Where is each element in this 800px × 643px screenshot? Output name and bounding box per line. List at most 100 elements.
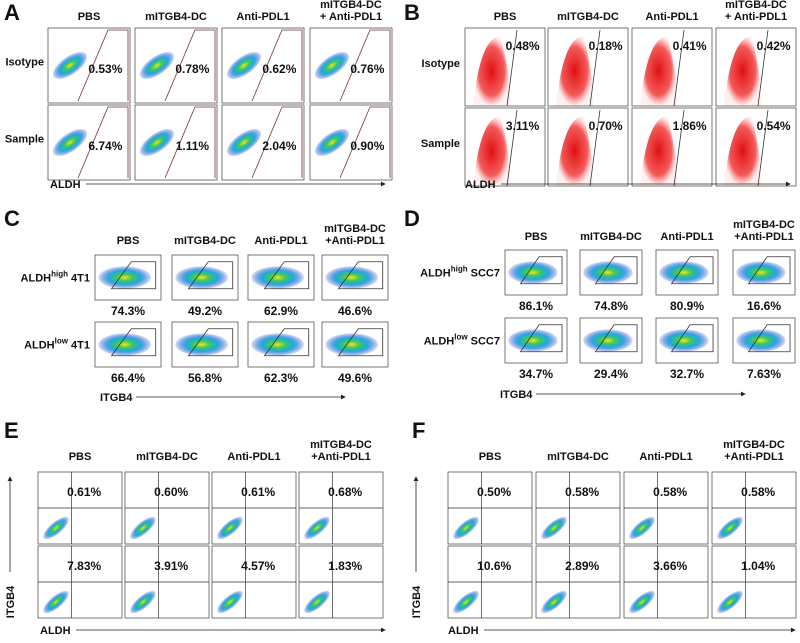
cell-cloud: [717, 590, 743, 614]
value-label: 0.78%: [175, 62, 209, 76]
column-header: PBS: [479, 451, 502, 463]
column-header: mITGB4-DC: [580, 231, 642, 243]
cell-cloud: [251, 266, 305, 289]
column-header: PBS: [69, 451, 92, 463]
x-axis-label: ALDH: [50, 179, 81, 191]
panel-letter: D: [404, 206, 420, 231]
panel-letter: B: [404, 0, 420, 25]
cell-cloud: [640, 116, 677, 186]
value-label: 0.54%: [757, 119, 791, 133]
gate: [187, 328, 234, 357]
gate: [757, 109, 769, 187]
value-label: 10.6%: [477, 559, 511, 573]
column-header: Anti-PDL1: [227, 451, 280, 463]
cell-cloud: [217, 590, 243, 614]
row-label-text: ALDH: [21, 273, 52, 285]
gate: [506, 109, 518, 187]
column-header: Anti-PDL1: [236, 11, 289, 23]
panel-letter: F: [412, 418, 425, 443]
cell-cloud: [508, 261, 558, 284]
value-label: 86.1%: [519, 299, 553, 313]
value-label: 1.83%: [328, 559, 362, 573]
value-label: 2.89%: [565, 559, 599, 573]
cell-cloud: [175, 333, 229, 356]
cell-cloud: [139, 128, 175, 157]
y-axis-label: ITGB4: [411, 585, 423, 618]
value-label: 32.7%: [670, 367, 704, 381]
column-header: mITGB4-DC: [310, 439, 372, 451]
cell-cloud: [541, 516, 567, 540]
cell-cloud: [98, 266, 152, 289]
row-label-text: ALDH: [424, 336, 455, 348]
cell-cloud: [583, 329, 633, 352]
column-header: mITGB4-DC: [145, 11, 207, 23]
y-axis-label: ITGB4: [5, 585, 17, 618]
row-label: ALDHlow 4T1: [24, 337, 90, 352]
cell-cloud: [325, 333, 379, 356]
cell-cloud: [541, 590, 567, 614]
gate: [506, 29, 518, 107]
value-label: 2.04%: [262, 139, 296, 153]
cell-cloud: [717, 516, 743, 540]
row-label-suffix: SCC7: [468, 336, 500, 348]
row-label-suffix: 4T1: [68, 340, 90, 352]
cell-cloud: [659, 329, 709, 352]
cell-cloud: [453, 590, 479, 614]
cell-cloud: [52, 128, 88, 157]
value-label: 16.6%: [747, 299, 781, 313]
value-label: 3.66%: [653, 559, 687, 573]
row-label-sup: high: [51, 270, 68, 279]
column-header: +Anti-PDL1: [734, 231, 794, 243]
value-label: 0.68%: [328, 485, 362, 499]
row-label-sup: low: [55, 337, 69, 346]
gate: [519, 256, 563, 285]
value-label: 0.58%: [741, 485, 775, 499]
value-label: 0.61%: [241, 485, 275, 499]
cell-cloud: [508, 329, 558, 352]
value-label: 0.41%: [673, 39, 707, 53]
x-axis-label: ITGB4: [100, 392, 133, 404]
cell-cloud: [304, 590, 330, 614]
gate: [337, 261, 384, 290]
row-label: Isotype: [5, 57, 44, 69]
x-axis-label: ITGB4: [500, 389, 533, 401]
value-label: 0.53%: [88, 62, 122, 76]
panel-letter: E: [4, 418, 19, 443]
column-header: mITGB4-DC: [733, 219, 795, 231]
cell-cloud: [130, 516, 156, 540]
row-label-text: ALDH: [420, 268, 451, 280]
column-header: Anti-PDL1: [639, 451, 692, 463]
gate: [164, 29, 216, 102]
value-label: 6.74%: [88, 139, 122, 153]
value-label: 29.4%: [594, 367, 628, 381]
row-label: ALDHhigh SCC7: [420, 265, 500, 280]
row-label-suffix: SCC7: [468, 268, 500, 280]
gate: [110, 261, 157, 290]
gate: [251, 106, 303, 179]
gate: [670, 324, 714, 353]
value-label: 80.9%: [670, 299, 704, 313]
value-label: 0.58%: [653, 485, 687, 499]
row-label: ALDHlow SCC7: [424, 333, 500, 348]
cell-cloud: [314, 51, 350, 80]
gate: [747, 256, 791, 285]
row-label-sup: high: [451, 265, 468, 274]
cell-cloud: [736, 261, 786, 284]
value-label: 7.63%: [747, 367, 781, 381]
gate: [594, 324, 638, 353]
value-label: 0.58%: [565, 485, 599, 499]
cell-cloud: [453, 516, 479, 540]
column-header: + Anti-PDL1: [320, 11, 382, 23]
gate: [589, 29, 601, 107]
value-label: 49.6%: [338, 371, 372, 385]
gate: [263, 261, 310, 290]
gate: [519, 324, 563, 353]
value-label: 34.7%: [519, 367, 553, 381]
cell-cloud: [556, 36, 593, 106]
value-label: 62.9%: [264, 304, 298, 318]
cell-cloud: [217, 516, 243, 540]
cell-cloud: [43, 590, 69, 614]
value-label: 62.3%: [264, 371, 298, 385]
column-header: PBS: [494, 11, 517, 23]
